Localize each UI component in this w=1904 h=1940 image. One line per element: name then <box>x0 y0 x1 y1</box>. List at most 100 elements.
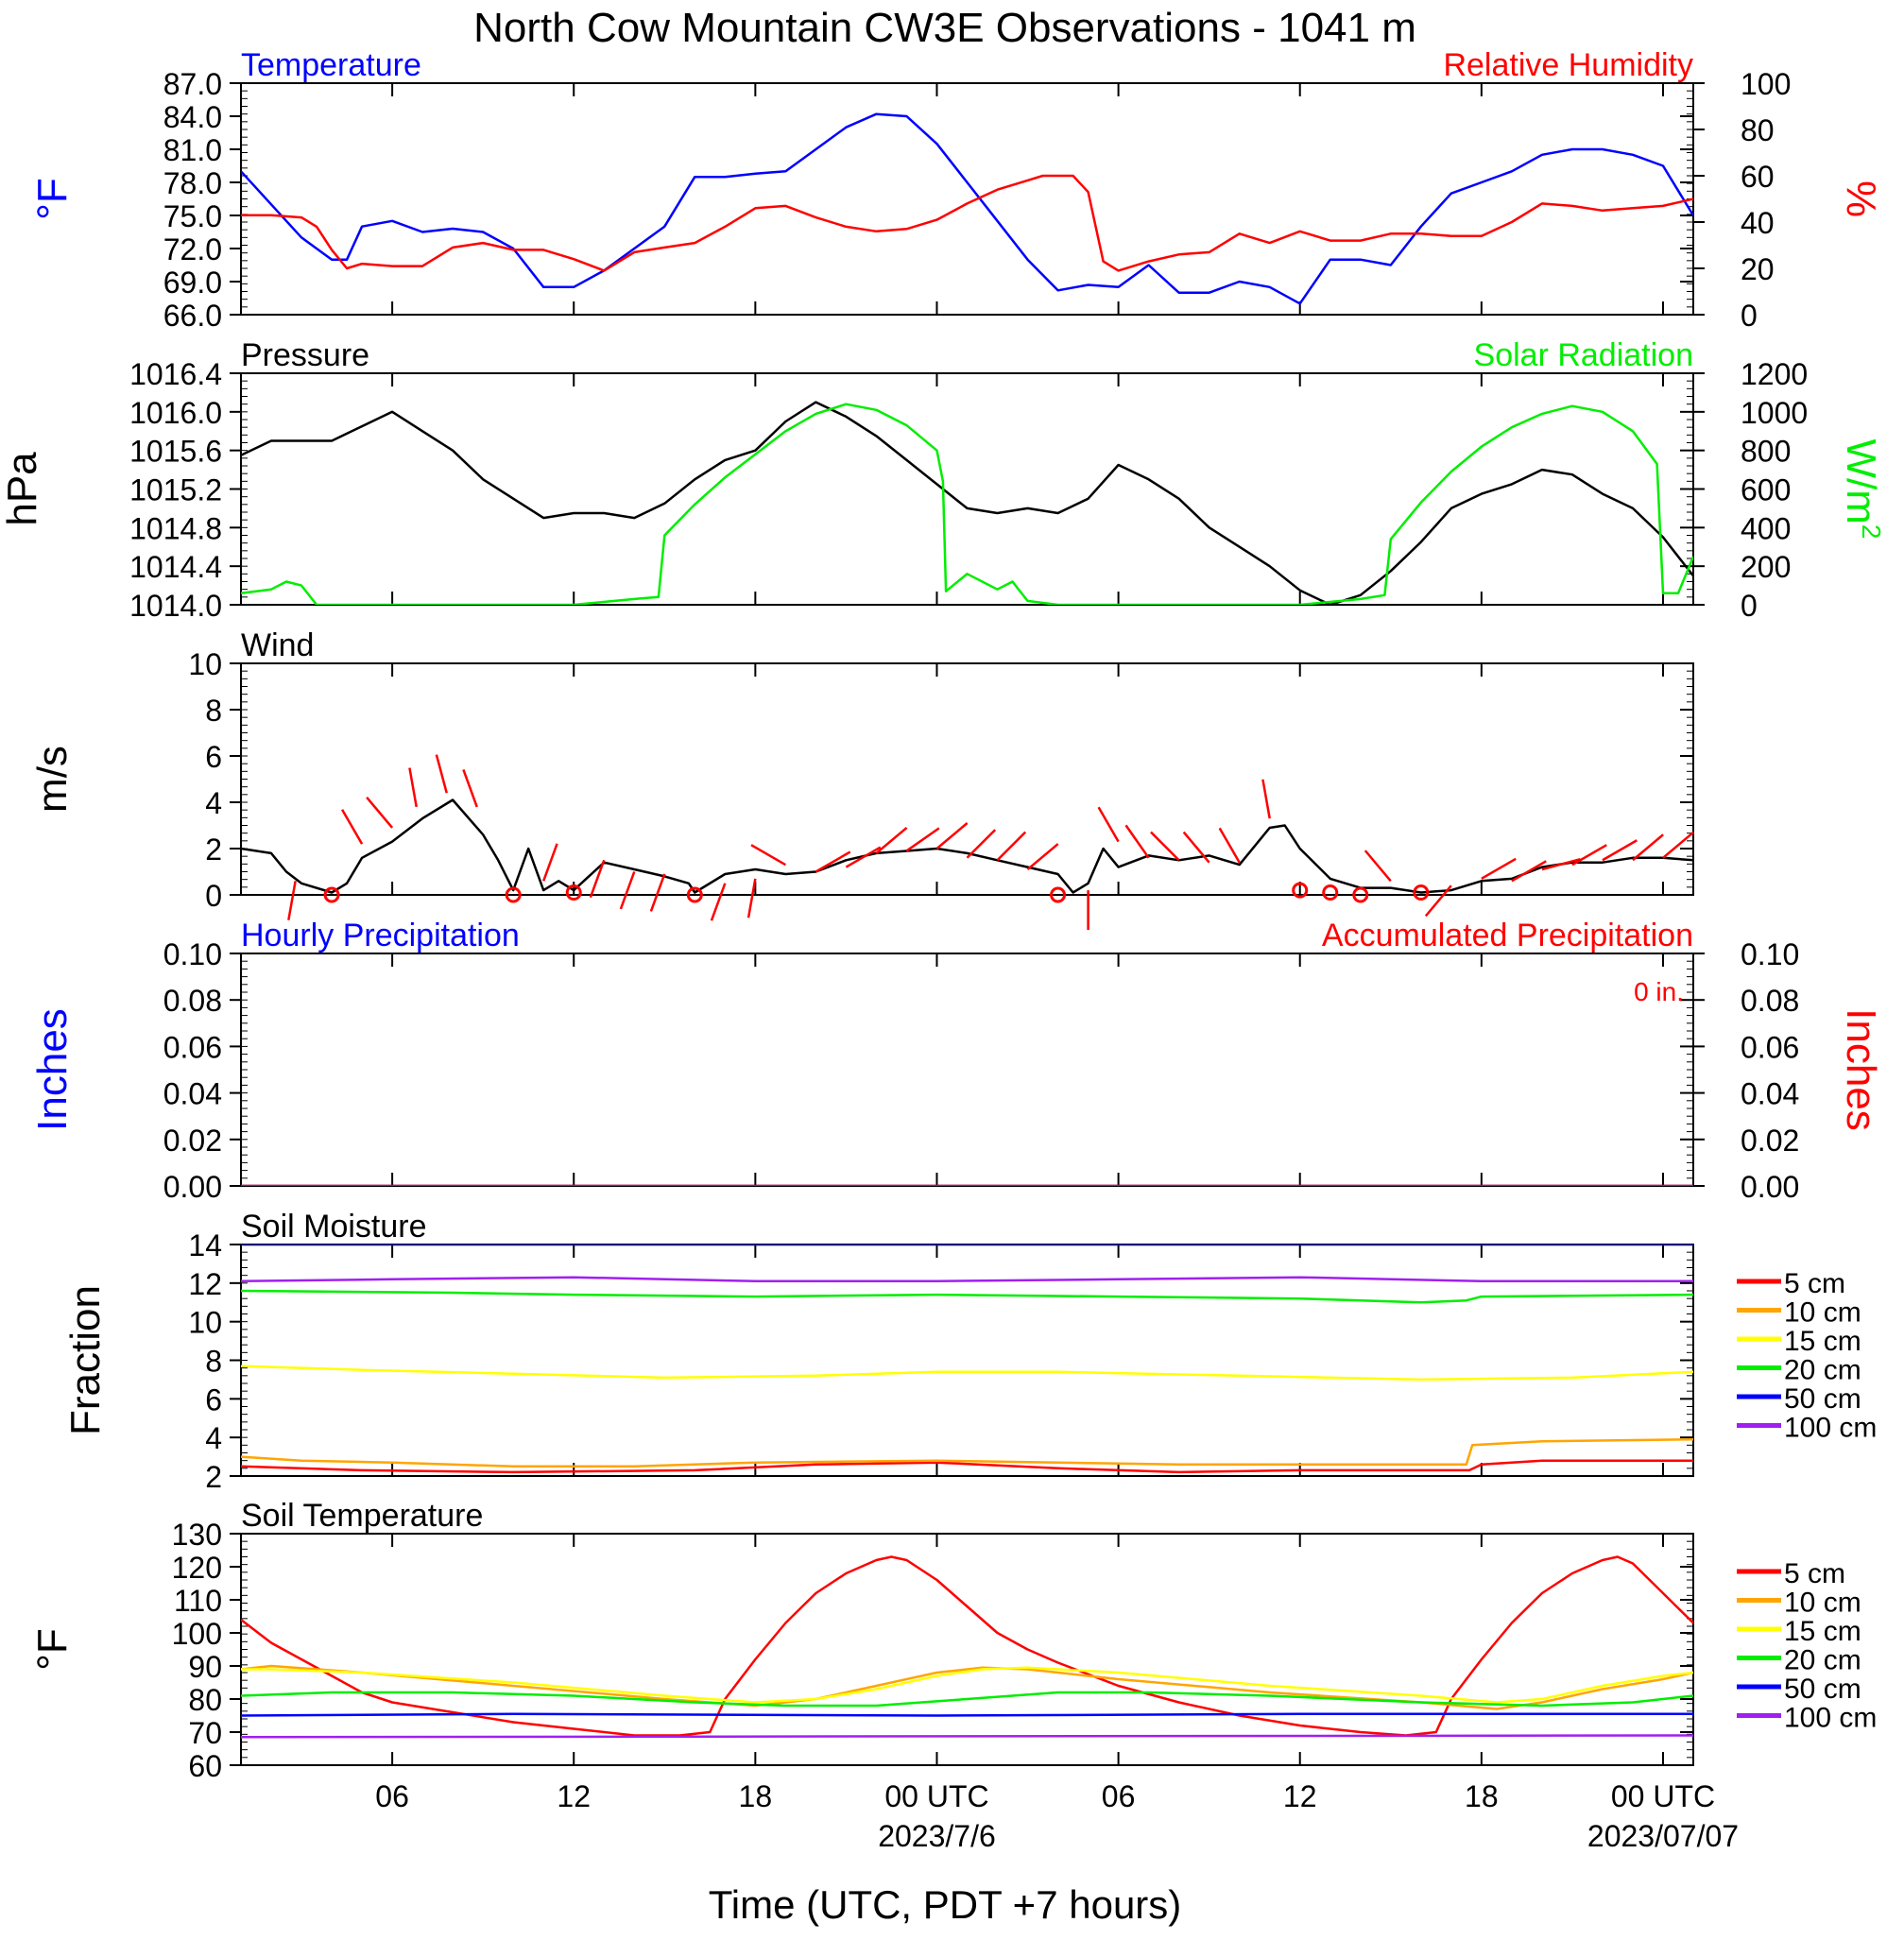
y-tick-label-left: 10 <box>188 647 222 681</box>
pressure-solar-series-0 <box>241 401 1693 605</box>
soil-moisture-series-5cm <box>241 1459 1693 1474</box>
legend-label: 20 cm <box>1784 1645 1861 1676</box>
panel-title-left: Soil Moisture <box>241 1209 427 1245</box>
y-tick-label-right: 0.04 <box>1741 1077 1799 1111</box>
x-tick-label: 12 <box>557 1779 591 1813</box>
y-tick-label-left: 0.08 <box>163 984 222 1018</box>
wind-panel: 10 8 6 4 2 0 Wind m/s <box>29 627 1694 931</box>
y-tick-label-right: 0.10 <box>1741 937 1799 971</box>
panel-title-right: Accumulated Precipitation <box>1322 918 1693 953</box>
y-tick-label-left: 69.0 <box>163 266 222 300</box>
wind-barb <box>845 846 882 868</box>
y-tick-label-right: 40 <box>1741 206 1775 240</box>
wind-barb <box>905 827 940 852</box>
legend-label: 10 cm <box>1784 1588 1861 1619</box>
y-tick-label-left: 4 <box>205 786 222 820</box>
wind-barb <box>1602 839 1638 862</box>
y-tick-label-left: 1014.8 <box>129 511 222 545</box>
y-tick-label-left: 100 <box>172 1617 222 1651</box>
y-tick-label-left: 2 <box>205 1460 222 1494</box>
panel-title-left: Wind <box>241 627 314 663</box>
y-tick-label-left: 0.00 <box>163 1170 222 1204</box>
accumulated-annotation: 0 in. <box>1634 977 1684 1006</box>
wind-calm-circle <box>1050 886 1067 903</box>
y-tick-label-left: 72.0 <box>163 232 222 266</box>
y-tick-label-right: 800 <box>1741 435 1791 469</box>
wind-barb <box>1097 806 1120 843</box>
legend-label: 5 cm <box>1784 1268 1845 1299</box>
wind-barb <box>287 881 297 920</box>
wind-calm-circle <box>1352 886 1369 903</box>
y-tick-label-left: 10 <box>188 1306 222 1340</box>
y-axis-label-left: °F <box>29 178 76 219</box>
y-tick-label-left: 12 <box>188 1267 222 1301</box>
wind-calm-circle <box>505 886 522 903</box>
y-tick-label-left: 14 <box>188 1228 222 1262</box>
panel-title-left: Hourly Precipitation <box>241 918 520 953</box>
y-tick-label-right: 60 <box>1741 160 1775 194</box>
temperature-rh-series-0 <box>241 112 1693 305</box>
y-tick-label-left: 6 <box>205 740 222 774</box>
wind-barb <box>1424 884 1452 918</box>
y-tick-label-left: 70 <box>188 1716 222 1750</box>
wind-barb <box>408 767 418 808</box>
legend-label: 100 cm <box>1784 1413 1877 1444</box>
y-tick-label-right: 0.08 <box>1741 984 1799 1018</box>
x-axis-label: Time (UTC, PDT +7 hours) <box>709 1882 1182 1927</box>
x-tick-label: 06 <box>375 1779 409 1813</box>
y-tick-label-right: 0.06 <box>1741 1030 1799 1064</box>
x-tick-label: 18 <box>739 1779 773 1813</box>
y-tick-label-left: 0.10 <box>163 937 222 971</box>
panel-title-left: Pressure <box>241 337 369 373</box>
wind-barb <box>435 754 448 794</box>
y-tick-label-right: 600 <box>1741 473 1791 507</box>
wind-barb <box>542 843 558 882</box>
legend-label: 50 cm <box>1784 1383 1861 1415</box>
legend-label: 15 cm <box>1784 1326 1861 1357</box>
legend-label: 15 cm <box>1784 1616 1861 1647</box>
wind-barb <box>750 844 787 867</box>
wind-barb <box>1218 827 1241 864</box>
y-tick-label-left: 75.0 <box>163 199 222 233</box>
x-tick-label: 00 UTC <box>884 1779 988 1813</box>
pressure-solar-series-1 <box>241 403 1693 605</box>
y-axis-label-left: Inches <box>29 1008 76 1131</box>
y-tick-label-left: 78.0 <box>163 166 222 200</box>
soil-moisture-series-20cm <box>241 1289 1693 1304</box>
wind-barb <box>649 873 666 912</box>
x-tick-label: 18 <box>1465 1779 1499 1813</box>
y-tick-label-left: 0.04 <box>163 1077 222 1111</box>
x-tick-label: 06 <box>1102 1779 1136 1813</box>
y-tick-label-right: 200 <box>1741 550 1791 584</box>
y-tick-label-right: 80 <box>1741 113 1775 147</box>
wind-calm-circle <box>323 886 340 903</box>
panel-title-right: Solar Radiation <box>1474 337 1693 373</box>
wind-barb <box>1150 831 1180 862</box>
y-tick-label-left: 80 <box>188 1683 222 1717</box>
y-tick-label-left: 120 <box>172 1551 222 1585</box>
y-tick-label-left: 84.0 <box>163 100 222 134</box>
y-axis-label-left: °F <box>29 1628 76 1670</box>
y-tick-label-right: 0.00 <box>1741 1170 1799 1204</box>
panel-title-left: Soil Temperature <box>241 1498 483 1534</box>
y-tick-label-left: 1014.4 <box>129 550 222 584</box>
pressure-solar-panel: 1016.4 1016.0 1015.6 1015.2 1014.8 1014.4 1014… <box>0 337 1886 623</box>
wind-barb <box>1364 850 1392 883</box>
y-tick-label-left: 60 <box>188 1749 222 1783</box>
wind-barb <box>462 769 478 808</box>
wind-barb <box>1662 831 1694 859</box>
temperature-rh-series-1 <box>241 174 1693 272</box>
x-tick-label: 12 <box>1283 1779 1317 1813</box>
y-tick-label-right: 1200 <box>1741 357 1808 391</box>
y-tick-label-left: 0.02 <box>163 1124 222 1158</box>
legend-label: 20 cm <box>1784 1355 1861 1386</box>
y-tick-label-left: 110 <box>174 1584 222 1618</box>
y-tick-label-left: 8 <box>205 694 222 728</box>
soil-moisture-series-100cm <box>241 1276 1693 1283</box>
y-tick-label-left: 66.0 <box>163 299 222 333</box>
precipitation-frame <box>240 953 1694 1187</box>
y-axis-label-left: m/s <box>29 746 76 813</box>
temperature-rh-frame <box>240 82 1694 316</box>
pressure-solar-frame <box>240 372 1694 606</box>
